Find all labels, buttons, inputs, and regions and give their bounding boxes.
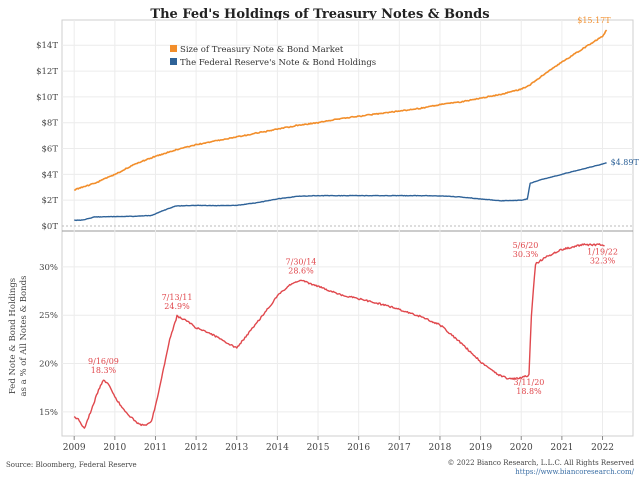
annotation-date: 5/6/20 bbox=[513, 241, 539, 250]
chart-title: The Fed's Holdings of Treasury Notes & B… bbox=[150, 7, 490, 22]
fed-end-label: $4.89T bbox=[611, 158, 640, 167]
copyright-note: © 2022 Bianco Research, L.L.C. All Right… bbox=[448, 459, 635, 477]
top-y-axis: $0T $2T $4T $6T $8T $10T $12T $14T bbox=[36, 41, 58, 232]
x-tick-label: 2022 bbox=[591, 443, 614, 453]
legend-swatch-market bbox=[170, 45, 177, 52]
x-tick-label: 2018 bbox=[429, 443, 452, 453]
bottom-y-tick-label: 20% bbox=[39, 360, 58, 370]
source-note: Source: Bloomberg, Federal Reserve bbox=[6, 461, 137, 469]
annotation-value: 30.3% bbox=[513, 250, 539, 259]
chart-frame bbox=[61, 19, 634, 437]
top-y-tick-label: $0T bbox=[42, 222, 59, 232]
x-tick-label: 2017 bbox=[388, 443, 411, 453]
x-tick-label: 2010 bbox=[103, 443, 126, 453]
x-tick-label: 2011 bbox=[144, 443, 167, 453]
copyright-text: © 2022 Bianco Research, L.L.C. All Right… bbox=[447, 459, 635, 467]
fed-share-line bbox=[73, 243, 605, 429]
top-y-tick-label: $14T bbox=[36, 41, 58, 51]
source-url-link[interactable]: https://www.biancoresearch.com/ bbox=[515, 468, 634, 476]
legend-swatch-fed bbox=[170, 58, 177, 65]
bottom-y-axis: 15% 20% 25% 30% Fed Note & Bond Holdings as a… bbox=[8, 263, 58, 418]
market-size-line bbox=[74, 29, 608, 191]
top-y-tick-label: $6T bbox=[42, 145, 59, 155]
x-tick-label: 2020 bbox=[510, 443, 533, 453]
top-y-tick-label: $12T bbox=[36, 67, 58, 77]
legend-label-market: Size of Treasury Note & Bond Market bbox=[180, 45, 344, 55]
x-tick-label: 2019 bbox=[469, 443, 492, 453]
top-y-tick-label: $10T bbox=[36, 93, 58, 103]
series-lines bbox=[73, 29, 608, 429]
annotation-value: 32.3% bbox=[590, 257, 616, 266]
bottom-y-axis-title: Fed Note & Bond Holdings bbox=[8, 278, 18, 394]
top-y-tick-label: $2T bbox=[42, 196, 59, 206]
x-tick-label: 2016 bbox=[347, 443, 370, 453]
annotation-value: 18.3% bbox=[91, 366, 117, 375]
bottom-y-tick-label: 15% bbox=[39, 408, 58, 418]
x-tick-label: 2012 bbox=[185, 443, 208, 453]
annotation-value: 28.6% bbox=[288, 266, 314, 275]
annotation-date: 7/13/11 bbox=[162, 293, 193, 302]
gridlines bbox=[62, 20, 633, 436]
top-y-tick-label: $4T bbox=[42, 170, 59, 180]
fed-holdings-line bbox=[74, 162, 607, 222]
annotation-value: 24.9% bbox=[164, 302, 190, 311]
annotation-date: 3/11/20 bbox=[514, 378, 545, 387]
annotation-date: 7/30/14 bbox=[286, 257, 317, 266]
x-tick-label: 2014 bbox=[266, 443, 289, 453]
annotation-value: 18.8% bbox=[516, 387, 542, 396]
plot-border bbox=[61, 19, 634, 437]
x-tick-label: 2009 bbox=[63, 443, 86, 453]
annotation-date: 1/19/22 bbox=[587, 248, 618, 257]
legend: Size of Treasury Note & Bond Market The F… bbox=[170, 45, 376, 68]
market-end-label: $15.17T bbox=[577, 16, 611, 25]
x-tick-label: 2013 bbox=[225, 443, 248, 453]
x-tick-label: 2015 bbox=[307, 443, 330, 453]
annotation-date: 9/16/09 bbox=[88, 357, 119, 366]
bottom-y-axis-title-2: as a % of All Notes & Bonds bbox=[19, 276, 29, 397]
legend-label-fed: The Federal Reserve's Note & Bond Holdin… bbox=[180, 58, 376, 68]
x-axis: 2009 2010 2011 2012 2013 2014 2015 2016 2017 2018… bbox=[63, 436, 614, 453]
bottom-y-tick-label: 25% bbox=[39, 311, 58, 321]
x-tick-label: 2021 bbox=[550, 443, 573, 453]
top-y-tick-label: $8T bbox=[42, 119, 59, 129]
bottom-y-tick-label: 30% bbox=[39, 263, 58, 273]
